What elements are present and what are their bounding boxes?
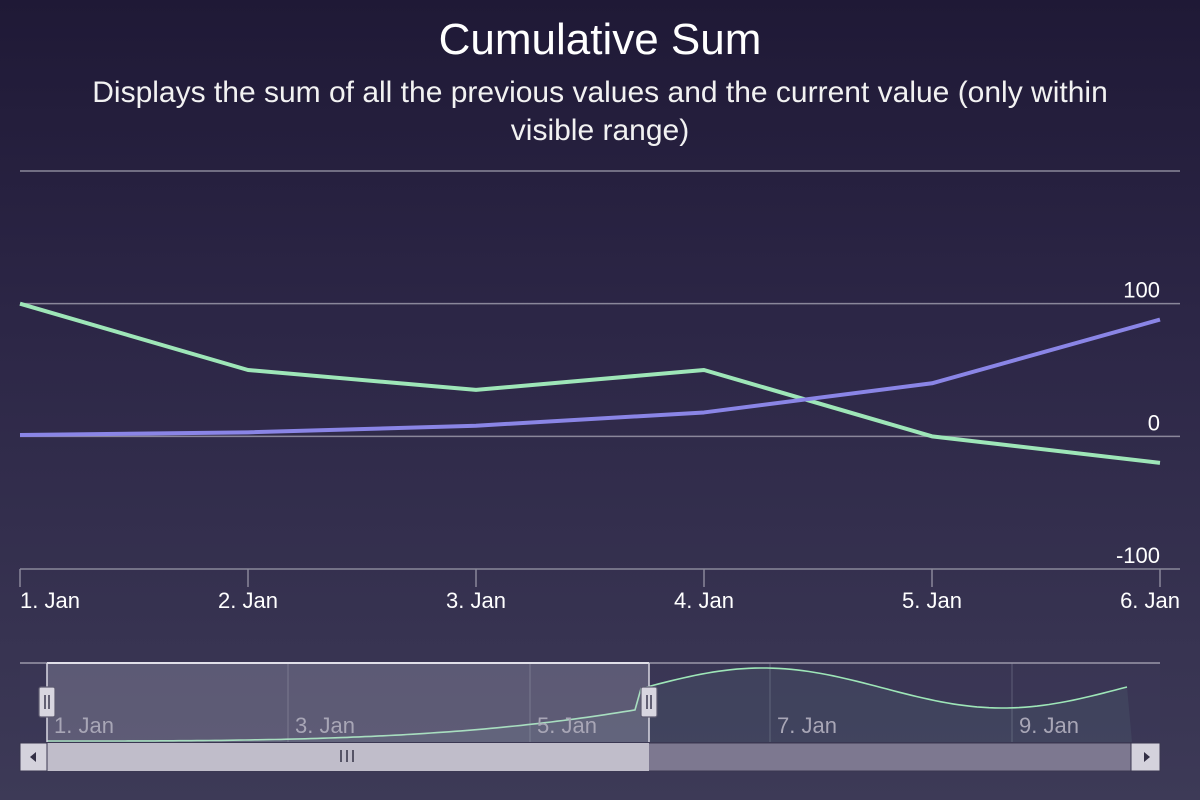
x-tick-label: 3. Jan — [446, 588, 506, 613]
series-line-2[interactable] — [19, 317, 1161, 438]
navigator-tick-label: 7. Jan — [777, 713, 837, 738]
x-tick-label: 5. Jan — [902, 588, 962, 613]
navigator-tick-label: 5. Jan — [537, 713, 597, 738]
x-tick-label: 4. Jan — [674, 588, 734, 613]
series-group[interactable] — [19, 301, 1161, 465]
navigator-tick-label: 3. Jan — [295, 713, 355, 738]
navigator[interactable]: 1. Jan 3. Jan 5. Jan 7. Jan 9. Jan — [19, 662, 1161, 772]
navigator-series-area — [47, 668, 1132, 742]
y-axis-labels: 100 0 -100 — [1116, 278, 1160, 568]
x-tick-label: 2. Jan — [218, 588, 278, 613]
series-line-1[interactable] — [19, 301, 1161, 465]
handle-body[interactable] — [640, 686, 658, 718]
handle-body[interactable] — [38, 686, 56, 718]
scroll-right-button[interactable] — [1130, 742, 1161, 772]
x-tick-label: 6. Jan — [1120, 588, 1180, 613]
y-tick-label: 0 — [1148, 410, 1160, 435]
chart-subtitle: Displays the sum of all the previous val… — [92, 76, 1108, 147]
navigator-tick-label: 1. Jan — [54, 713, 114, 738]
y-tick-label: -100 — [1116, 543, 1160, 568]
scrollbar[interactable] — [19, 742, 1161, 772]
navigator-series-line — [47, 667, 1128, 742]
x-tick-label: 1. Jan — [20, 588, 80, 613]
y-tick-label: 100 — [1123, 278, 1160, 303]
scroll-left-button[interactable] — [19, 742, 48, 772]
navigator-background — [20, 663, 1160, 742]
chevron-right-icon — [1144, 752, 1150, 762]
navigator-left-handle[interactable] — [38, 686, 56, 718]
navigator-selected-range[interactable] — [47, 663, 649, 742]
chevron-left-icon — [30, 752, 36, 762]
navigator-right-handle[interactable] — [640, 686, 658, 718]
scrollbar-thumb[interactable] — [47, 743, 649, 771]
navigator-tick-label: 9. Jan — [1019, 713, 1079, 738]
x-axis: 1. Jan 2. Jan 3. Jan 4. Jan 5. Jan 6. Jan — [19, 569, 1180, 613]
grid-lines — [20, 170, 1180, 570]
chart-title: Cumulative Sum — [438, 15, 762, 64]
